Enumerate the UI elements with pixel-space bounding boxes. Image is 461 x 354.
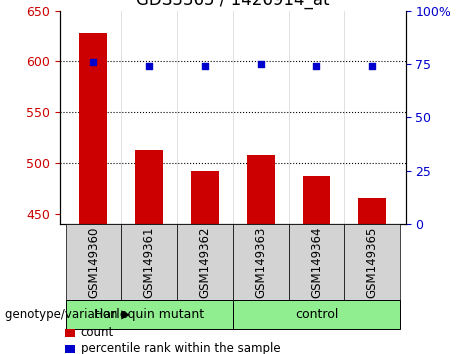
Point	[313, 63, 320, 69]
Text: count: count	[81, 326, 114, 339]
FancyBboxPatch shape	[121, 224, 177, 300]
Bar	[191, 171, 219, 224]
FancyBboxPatch shape	[65, 224, 121, 300]
Point	[90, 59, 97, 65]
Point	[146, 63, 153, 69]
Text: GSM149360: GSM149360	[87, 227, 100, 298]
FancyBboxPatch shape	[289, 224, 344, 300]
Text: GSM149361: GSM149361	[142, 227, 156, 298]
Text: percentile rank within the sample: percentile rank within the sample	[81, 342, 280, 354]
Point	[257, 61, 264, 67]
Bar	[358, 198, 386, 224]
Point	[201, 63, 209, 69]
Text: GSM149365: GSM149365	[366, 227, 379, 298]
Text: GSM149363: GSM149363	[254, 227, 267, 298]
FancyBboxPatch shape	[233, 224, 289, 300]
Text: Harlequin mutant: Harlequin mutant	[94, 308, 204, 321]
Text: control: control	[295, 308, 338, 321]
Bar	[247, 155, 275, 224]
FancyBboxPatch shape	[65, 300, 233, 329]
Title: GDS3365 / 1426914_at: GDS3365 / 1426914_at	[136, 0, 330, 9]
FancyBboxPatch shape	[177, 224, 233, 300]
Text: genotype/variation ▶: genotype/variation ▶	[5, 308, 130, 321]
Text: GSM149362: GSM149362	[198, 227, 212, 298]
FancyBboxPatch shape	[233, 300, 400, 329]
Bar	[135, 150, 163, 224]
FancyBboxPatch shape	[344, 224, 400, 300]
Bar	[302, 176, 331, 224]
Text: GSM149364: GSM149364	[310, 227, 323, 298]
Point	[368, 63, 376, 69]
Bar	[79, 33, 107, 224]
